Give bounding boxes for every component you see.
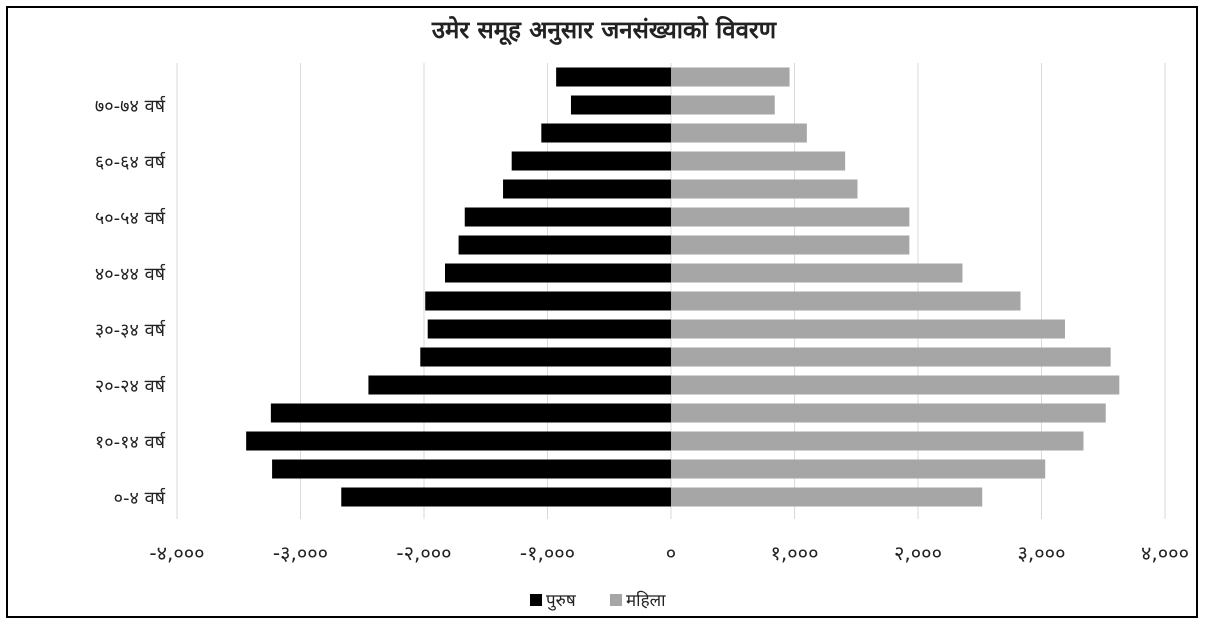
category-label-6: ६०-६४ वर्ष <box>95 151 166 173</box>
bar-female-5 <box>671 347 1111 367</box>
bar-male-1 <box>272 459 671 479</box>
bar-male-4 <box>368 375 671 395</box>
bar-male-10 <box>464 207 671 227</box>
category-label-1: १०-१४ वर्ष <box>95 431 166 453</box>
legend-label-0: पुरुष <box>546 591 577 611</box>
x-tick-label-8: ४,००० <box>1141 541 1189 565</box>
bar-female-4 <box>671 375 1120 395</box>
category-label-2: २०-२४ वर्ष <box>95 375 166 397</box>
chart-title: उमेर समूह अनुसार जनसंख्याको विवरण <box>431 16 778 46</box>
x-tick-label-4: ० <box>666 541 676 565</box>
bar-male-7 <box>425 291 671 311</box>
category-label-3: ३०-३४ वर्ष <box>95 319 166 341</box>
category-label-0: ०-४ वर्ष <box>114 487 166 509</box>
bar-female-2 <box>671 431 1084 451</box>
category-label-7: ७०-७४ वर्ष <box>95 95 166 117</box>
legend-swatch-1 <box>610 594 622 606</box>
x-tick-label-2: -२,००० <box>396 541 451 565</box>
bar-female-13 <box>671 123 807 143</box>
bar-male-8 <box>444 263 671 283</box>
bar-male-15 <box>556 67 671 87</box>
bar-male-11 <box>503 179 671 199</box>
bar-female-10 <box>671 207 910 227</box>
bar-male-12 <box>511 151 671 171</box>
x-tick-label-1: -३,००० <box>273 541 328 565</box>
bar-male-5 <box>420 347 671 367</box>
bar-male-13 <box>541 123 671 143</box>
bar-female-8 <box>671 263 963 283</box>
x-tick-label-6: २,००० <box>894 541 942 565</box>
legend-label-1: महिला <box>626 590 666 611</box>
bar-female-12 <box>671 151 846 171</box>
legend-swatch-0 <box>530 594 542 606</box>
category-labels: ०-४ वर्ष १०-१४ वर्ष २०-२४ वर्ष ३०-३४ वर्ष ४०… <box>95 95 166 509</box>
bar-male-9 <box>458 235 671 255</box>
bar-female-7 <box>671 291 1021 311</box>
bar-female-3 <box>671 403 1106 423</box>
bar-female-0 <box>671 487 983 507</box>
bar-female-1 <box>671 459 1046 479</box>
bars-group <box>246 67 1120 507</box>
bar-male-0 <box>341 487 671 507</box>
bar-male-3 <box>270 403 671 423</box>
bar-male-6 <box>427 319 671 339</box>
bar-female-15 <box>671 67 790 87</box>
x-tick-label-7: ३,००० <box>1018 541 1066 565</box>
legend: पुरुष महिला <box>530 590 666 611</box>
category-label-5: ५०-५४ वर्ष <box>95 207 166 229</box>
bar-male-2 <box>246 431 671 451</box>
bar-male-14 <box>570 95 671 115</box>
x-tick-labels: -४,००० -३,००० -२,००० -१,००० ० १,००० २,००० ३,०००… <box>149 541 1189 565</box>
bar-female-9 <box>671 235 910 255</box>
x-tick-label-0: -४,००० <box>149 541 204 565</box>
bar-female-6 <box>671 319 1065 339</box>
x-tick-label-5: १,००० <box>771 541 819 565</box>
x-tick-label-3: -१,००० <box>520 541 575 565</box>
bar-female-11 <box>671 179 858 199</box>
category-label-4: ४०-४४ वर्ष <box>95 263 166 285</box>
bar-female-14 <box>671 95 775 115</box>
